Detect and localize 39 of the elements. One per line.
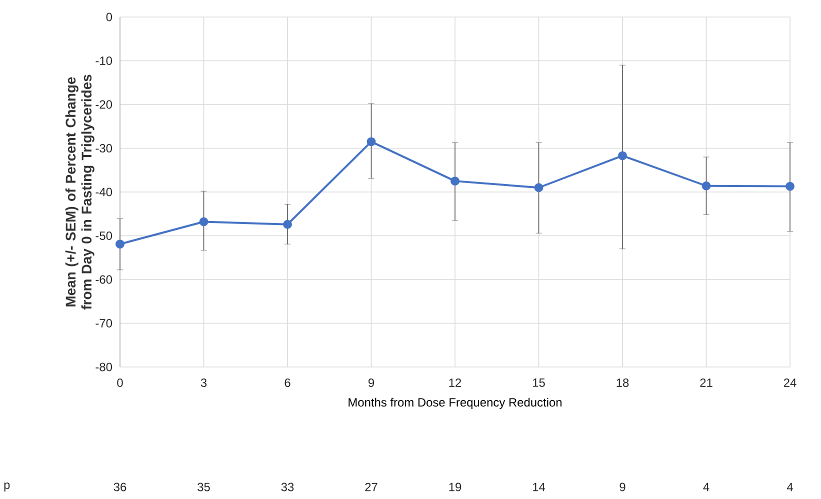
x-tick-label: 6 [284, 378, 290, 387]
point [702, 181, 711, 190]
text: 19 [449, 482, 462, 492]
y-tick-label: -10 [96, 56, 112, 65]
x-tick-label: 24 [784, 378, 796, 387]
y-tick-label: -80 [96, 362, 112, 372]
y-tick-label: -70 [96, 319, 112, 328]
point [366, 137, 376, 146]
y-tick-label: -60 [96, 275, 112, 284]
x-tick-label: 9 [368, 378, 374, 387]
point [618, 151, 627, 160]
y-axis-title: Mean (+/- SEM) of Percent Change from Day 0 in Fasting Triglycerides [65, 74, 94, 310]
text: p [4, 482, 10, 492]
x-tick-label: 3 [200, 378, 207, 387]
x-tick-label: 12 [449, 378, 462, 387]
y-tick-label: -40 [96, 188, 112, 196]
point [199, 217, 208, 226]
point [786, 182, 794, 191]
text: 14 [533, 482, 546, 492]
y-tick-label: -30 [96, 144, 112, 152]
x-tick-label: 18 [616, 378, 629, 387]
x-tick-label: 21 [700, 378, 712, 387]
x-axis-title: Months from Dose Frequency Reduction [348, 398, 562, 409]
point [116, 240, 124, 249]
y-tick-label: -50 [96, 232, 112, 240]
point [534, 183, 544, 192]
point [450, 176, 460, 186]
text: 9 [620, 482, 626, 492]
text: 4 [786, 482, 793, 492]
text: 35 [198, 482, 210, 492]
text: 27 [365, 482, 378, 492]
y-tick-label: 0 [106, 12, 112, 22]
text: 36 [114, 482, 126, 492]
text: 4 [703, 482, 710, 492]
x-tick-label: 15 [533, 378, 545, 387]
x-tick-label: 0 [117, 378, 123, 387]
text: 33 [281, 482, 294, 492]
point [283, 220, 292, 229]
y-tick-label: -20 [96, 100, 112, 109]
